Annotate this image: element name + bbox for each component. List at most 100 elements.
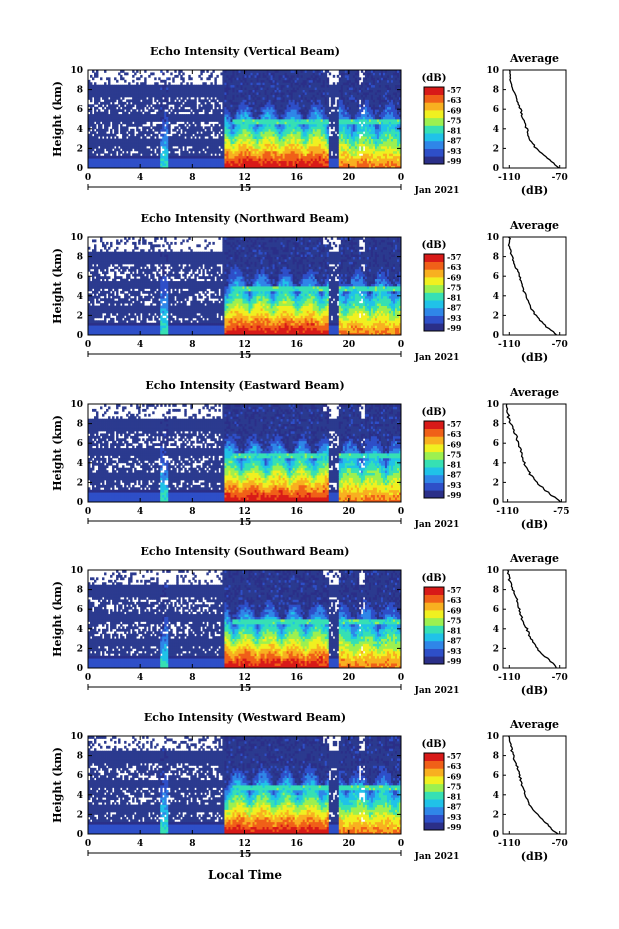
heatmap-cell: [361, 121, 363, 124]
heatmap: [88, 70, 401, 168]
heatmap-cell: [180, 75, 182, 78]
heatmap-cell: [90, 97, 92, 100]
heatmap-cell: [357, 80, 359, 83]
heatmap-cell: [128, 82, 130, 85]
heatmap-cell: [94, 153, 96, 156]
heatmap-cell: [176, 126, 178, 129]
heatmap-cell: [216, 75, 218, 78]
heatmap-cell: [327, 80, 329, 83]
heatmap-cell: [200, 77, 202, 80]
heatmap-cell: [359, 124, 361, 127]
heatmap-cell: [198, 121, 200, 124]
heatmap-cell: [208, 102, 210, 105]
heatmap-cell: [357, 75, 359, 78]
heatmap-cell: [92, 104, 94, 107]
heatmap-cell: [329, 109, 331, 112]
heatmap-cell: [202, 151, 204, 154]
heatmap-cell: [186, 151, 188, 154]
heatmap-cell: [134, 72, 136, 75]
heatmap-cell: [108, 136, 110, 139]
heatmap-cell: [194, 107, 196, 110]
heatmap-cell: [194, 104, 196, 107]
heatmap-cell: [327, 104, 329, 107]
heatmap-cell: [172, 77, 174, 80]
heatmap-cell: [132, 134, 134, 137]
figure-xlabel: Local Time: [208, 868, 282, 882]
heatmap-cell: [128, 151, 130, 154]
heatmap-cell: [94, 109, 96, 112]
heatmap-cell: [176, 75, 178, 78]
heatmap-cell: [152, 131, 154, 134]
heatmap-cell: [140, 112, 142, 115]
heatmap-cell: [118, 148, 120, 151]
heatmap-cell: [329, 153, 331, 156]
heatmap-cell: [333, 131, 335, 134]
heatmap-cell: [168, 129, 170, 132]
heatmap-cell: [120, 124, 122, 127]
heatmap-cell: [206, 99, 208, 102]
heatmap-cell: [208, 97, 210, 100]
heatmap-cell: [108, 124, 110, 127]
heatmap-cell: [216, 102, 218, 105]
heatmap-cell: [116, 129, 118, 132]
heatmap-cell: [331, 104, 333, 107]
heatmap-cell: [178, 72, 180, 75]
heatmap-cell: [357, 136, 359, 139]
heatmap-cell: [92, 129, 94, 132]
heatmap-cell: [200, 109, 202, 112]
heatmap-cell: [190, 112, 192, 115]
heatmap-cell: [114, 151, 116, 154]
heatmap-cell: [359, 112, 361, 115]
heatmap-cell: [94, 126, 96, 129]
heatmap-cell: [327, 134, 329, 137]
heatmap-cell: [176, 134, 178, 137]
heatmap-cell: [174, 121, 176, 124]
heatmap-cell: [172, 112, 174, 115]
heatmap-cell: [204, 146, 206, 149]
heatmap-cell: [144, 80, 146, 83]
heatmap-cell: [172, 80, 174, 83]
heatmap-cell: [327, 131, 329, 134]
heatmap-cell: [214, 80, 216, 83]
heatmap-cell: [150, 97, 152, 100]
heatmap-cell: [148, 75, 150, 78]
heatmap-cell: [90, 112, 92, 115]
heatmap-cell: [174, 97, 176, 100]
heatmap-cell: [208, 129, 210, 132]
heatmap-cell: [132, 75, 134, 78]
heatmap-cell: [212, 153, 214, 156]
heatmap-cell: [132, 131, 134, 134]
heatmap-cell: [114, 107, 116, 110]
heatmap-cell: [124, 151, 126, 154]
heatmap-cell: [150, 124, 152, 127]
heatmap-cell: [178, 129, 180, 132]
heatmap-cell: [160, 102, 162, 105]
heatmap-cell: [182, 107, 184, 110]
panel-1: Echo Intensity (Vertical Beam)0246810Hei…: [51, 45, 568, 197]
heatmap-cell: [148, 104, 150, 107]
heatmap-cell: [357, 82, 359, 85]
heatmap-cell: [327, 77, 329, 80]
heatmap-cell: [361, 148, 363, 151]
heatmap-cell: [192, 124, 194, 127]
heatmap-cell: [106, 97, 108, 100]
heatmap-cell: [120, 75, 122, 78]
heatmap-cell: [176, 107, 178, 110]
heatmap-cell: [158, 77, 160, 80]
heatmap-cell: [333, 82, 335, 85]
heatmap-cell: [337, 75, 339, 78]
heatmap-cell: [190, 151, 192, 154]
heatmap-cell: [190, 121, 192, 124]
heatmap-cell: [210, 75, 212, 78]
heatmap-cell: [208, 109, 210, 112]
heatmap-cell: [204, 82, 206, 85]
heatmap-cell: [108, 77, 110, 80]
heatmap-cell: [142, 107, 144, 110]
heatmap-cell: [182, 124, 184, 127]
heatmap-cell: [359, 77, 361, 80]
heatmap-cell: [156, 102, 158, 105]
heatmap-cell: [136, 82, 138, 85]
heatmap-cell: [132, 80, 134, 83]
heatmap-cell: [124, 136, 126, 139]
heatmap-cell: [214, 107, 216, 110]
